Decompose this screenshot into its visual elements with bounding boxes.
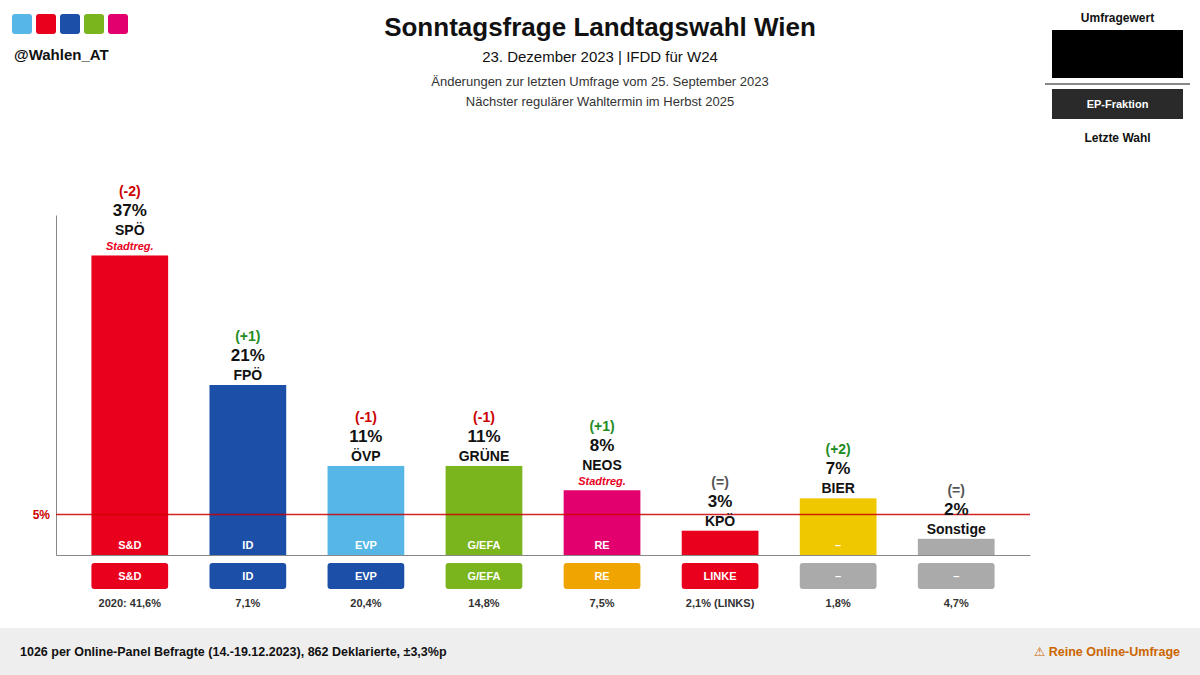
ep-box: [328, 563, 405, 589]
handle-square: [36, 14, 56, 34]
change-label: (-1): [355, 409, 377, 425]
change-label: (+2): [826, 441, 851, 457]
chart: Sonntagsfrage Landtagswahl Wien 23. Dezem…: [0, 0, 1200, 675]
threshold-label: 5%: [33, 508, 51, 522]
ep-label: –: [835, 570, 841, 582]
change-label: (+1): [589, 418, 614, 434]
data-label: 7%: [826, 459, 851, 478]
threshold-line: [56, 514, 1030, 515]
bar: [564, 490, 641, 555]
footer: 1026 per Online-Panel Befragte (14.-19.1…: [0, 628, 1200, 675]
category-label: FPÖ: [233, 367, 262, 383]
bar: [446, 466, 523, 555]
last-label: 2,1% (LINKS): [686, 597, 755, 609]
legend-divider: [1045, 83, 1190, 85]
ep-label: EVP: [355, 570, 377, 582]
ep-label: S&D: [118, 570, 141, 582]
footer-background: [0, 628, 1200, 675]
title: Sonntagsfrage Landtagswahl Wien: [384, 12, 816, 42]
legend-swatch: [1052, 30, 1183, 78]
ep-box: [91, 563, 168, 589]
data-label: 2%: [944, 500, 969, 519]
x-axis-line: [57, 555, 1031, 556]
footer-note: ⚠ Reine Online-Umfrage: [1034, 645, 1180, 659]
change-label: (=): [947, 482, 965, 498]
last-label: 14,8%: [468, 597, 499, 609]
ep-label: –: [953, 570, 959, 582]
legend-label: EP-Fraktion: [1087, 98, 1149, 110]
ep-label: LINKE: [704, 570, 737, 582]
ep-box: [209, 563, 286, 589]
category-label: GRÜNE: [459, 448, 510, 464]
ep-label-in-bar: RE: [594, 539, 609, 551]
bar: [91, 255, 168, 555]
legend-swatch: [1052, 89, 1183, 119]
last-label: 20,4%: [350, 597, 381, 609]
change-label: (+1): [235, 328, 260, 344]
data-label: 11%: [467, 427, 500, 446]
handle-text: @Wahlen_AT: [14, 46, 109, 63]
bar: [328, 466, 405, 555]
category-label: SPÖ: [115, 222, 145, 238]
last-label: 2020: 41,6%: [99, 597, 162, 609]
handle-square: [84, 14, 104, 34]
ep-box: [682, 563, 759, 589]
ep-label-in-bar: G/EFA: [467, 539, 500, 551]
category-label: KPÖ: [705, 513, 735, 529]
y-axis-line: [56, 216, 57, 556]
data-label: 11%: [349, 427, 382, 446]
subtitle: 23. Dezember 2023 | IFDD für W24: [482, 48, 718, 65]
ep-label-in-bar: S&D: [118, 539, 141, 551]
gov-label: Stadtreg.: [578, 475, 626, 487]
ep-label: G/EFA: [467, 570, 500, 582]
ep-section: S&D 2020: 41,6% ID 7,1% EVP 20,4% G/EFA 14,8% RE…: [91, 563, 994, 609]
ep-label-in-bar: –: [835, 539, 841, 551]
ep-box: [918, 563, 995, 589]
handle-square: [108, 14, 128, 34]
ep-box: [564, 563, 641, 589]
handle-square: [60, 14, 80, 34]
ep-label: RE: [594, 570, 609, 582]
ep-label-in-bar: EVP: [355, 539, 377, 551]
data-label: 37%: [113, 201, 147, 220]
category-label: Sonstige: [927, 521, 986, 537]
category-label: BIER: [821, 480, 854, 496]
ep-box: [446, 563, 523, 589]
data-label: 3%: [708, 492, 733, 511]
bar: [918, 539, 995, 555]
subtitle: Nächster regulärer Wahltermin im Herbst …: [466, 94, 734, 109]
gov-label: Stadtreg.: [106, 240, 154, 252]
data-label: 21%: [231, 346, 265, 365]
category-label: NEOS: [582, 457, 622, 473]
last-label: 1,8%: [826, 597, 851, 609]
handle-square: [12, 14, 32, 34]
bar: [682, 531, 759, 555]
category-label: ÖVP: [351, 448, 381, 464]
subtitle: Änderungen zur letzten Umfrage vom 25. S…: [431, 74, 768, 89]
ep-label: ID: [242, 570, 253, 582]
last-label: 7,5%: [589, 597, 614, 609]
legend-label: Letzte Wahl: [1084, 131, 1150, 145]
data-label: 8%: [590, 436, 615, 455]
last-label: 7,1%: [235, 597, 260, 609]
change-label: (=): [711, 474, 729, 490]
ep-label-in-bar: ID: [242, 539, 253, 551]
last-label: 4,7%: [944, 597, 969, 609]
bar: [800, 498, 877, 555]
ep-box: [800, 563, 877, 589]
footer-text: 1026 per Online-Panel Befragte (14.-19.1…: [20, 645, 447, 659]
change-label: (-2): [119, 183, 141, 199]
bars: [91, 255, 994, 555]
legend-label: Umfragewert: [1081, 11, 1154, 25]
y-axis: [56, 216, 57, 556]
change-label: (-1): [473, 409, 495, 425]
x-axis: [57, 555, 1031, 556]
handle: @Wahlen_AT: [12, 14, 128, 63]
legend: Umfragewert EP-Fraktion Letzte Wahl: [1045, 11, 1190, 145]
bar-labels: Stadtreg. SPÖ 37% (-2) S&D FPÖ 21% (+1) ID ÖVP 11%…: [106, 183, 986, 551]
bar: [209, 385, 286, 555]
